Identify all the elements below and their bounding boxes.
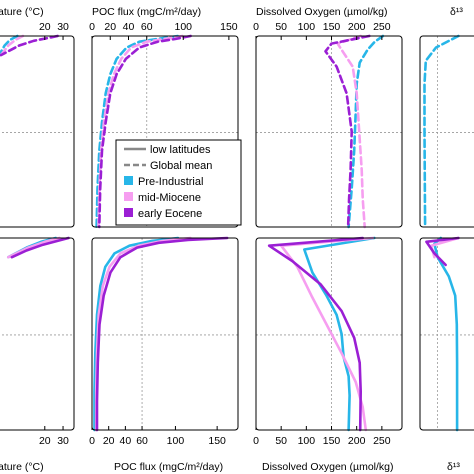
tick-label-poc-bottom-20: 20 [103, 435, 115, 447]
d13c-axis-title-bottom: δ¹³ [447, 461, 460, 473]
series-line-oxygen-bottom-pre-industrial [303, 236, 376, 432]
legend-label-pre-industrial: Pre-Industrial [138, 176, 203, 188]
oxygen-axis-title-top: Dissolved Oxygen (µmol/kg) [256, 6, 388, 18]
panel-poc-bottom: 0 20 40 60 100 150 [89, 236, 239, 447]
series-line-temp-bottom-mid-miocene [7, 236, 61, 259]
panel-frame-oxygen-top [255, 35, 403, 228]
tick-label-poc-bottom-60: 60 [136, 435, 148, 447]
tick-label-oxygen-top-50: 50 [275, 21, 287, 33]
panel-frame-oxygen-bottom [255, 237, 403, 431]
panel-frame-poc-top [91, 35, 239, 228]
legend-swatch-early-eocene [124, 208, 133, 217]
panel-oxygen-bottom: 0 50 100 150 200 250 [253, 236, 403, 447]
panel-frame-d13c-top [419, 35, 474, 228]
tick-label-oxygen-bottom-100: 100 [298, 435, 316, 447]
series-line-oxygen-top-pre-industrial [347, 34, 385, 229]
d13c-axis-title-top: δ¹³ [450, 6, 463, 18]
tick-label-poc-top-60: 60 [141, 21, 153, 33]
tick-label-poc-bottom-0: 0 [89, 435, 95, 447]
temp-axis-title-top: ature (°C) [0, 6, 44, 18]
tick-label-temp-bottom-30: 30 [57, 435, 69, 447]
panel-frame-poc-bottom [91, 237, 239, 431]
legend-swatch-mid-miocene [124, 192, 133, 201]
oxygen-axis-title-bottom: Dissolved Oxygen (µmol/kg) [262, 461, 394, 473]
series-line-oxygen-bottom-mid-miocene [279, 236, 375, 432]
tick-label-oxygen-bottom-150: 150 [323, 435, 341, 447]
legend-swatch-pre-industrial [124, 176, 133, 185]
panel-d13c-bottom [419, 236, 474, 432]
series-line-oxygen-bottom-early-eocene [267, 236, 364, 432]
tick-label-oxygen-top-100: 100 [298, 21, 316, 33]
series-line-temp-top-mid-miocene [0, 34, 25, 57]
series-line-poc-bottom-early-eocene [95, 236, 229, 432]
panel-frame-temp-top [0, 35, 75, 228]
tick-label-poc-bottom-40: 40 [120, 435, 132, 447]
panel-temp-bottom: 20 30 [0, 236, 75, 447]
tick-label-oxygen-bottom-250: 250 [373, 435, 391, 447]
tick-label-temp-bottom-20: 20 [39, 435, 51, 447]
tick-label-oxygen-top-150: 150 [323, 21, 341, 33]
tick-label-poc-top-0: 0 [89, 21, 95, 33]
series-line-temp-top-early-eocene [0, 34, 59, 57]
tick-label-poc-top-100: 100 [174, 21, 192, 33]
tick-label-poc-top-20: 20 [104, 21, 116, 33]
legend-box [115, 139, 242, 226]
tick-label-poc-top-150: 150 [220, 21, 238, 33]
tick-label-oxygen-bottom-0: 0 [253, 435, 259, 447]
panel-oxygen-top: 0 50 100 150 200 250 [253, 21, 403, 229]
series-line-temp-bottom-early-eocene [10, 236, 70, 259]
series-line-oxygen-top-mid-miocene [336, 34, 366, 229]
tick-label-poc-top-40: 40 [123, 21, 135, 33]
series-line-poc-top-pre-industrial [95, 34, 180, 229]
tick-label-oxygen-top-200: 200 [348, 21, 366, 33]
legend-label-early-eocene: early Eocene [138, 208, 202, 220]
series-line-poc-bottom-mid-miocene [94, 236, 192, 432]
tick-label-oxygen-top-250: 250 [373, 21, 391, 33]
temp-axis-title-bottom: ature (°C) [0, 461, 44, 473]
legend-label-global-mean: Global mean [150, 160, 212, 172]
tick-label-poc-bottom-150: 150 [208, 435, 226, 447]
tick-label-oxygen-bottom-200: 200 [348, 435, 366, 447]
series-line-oxygen-top-early-eocene [324, 34, 371, 229]
tick-label-poc-bottom-100: 100 [167, 435, 185, 447]
panel-temp-top: 20 30 [0, 21, 75, 228]
tick-label-oxygen-bottom-50: 50 [275, 435, 287, 447]
legend-label-low-latitudes: low latitudes [150, 144, 211, 156]
panel-poc-top: 0 20 40 60 100 150 [89, 21, 239, 229]
series-line-d13c-bottom-early-eocene [425, 236, 460, 267]
series-line-d13c-top-pre-industrial [423, 34, 460, 229]
series-line-d13c-bottom-pre-industrial [433, 236, 459, 432]
series-line-temp-top-pre-industrial [0, 34, 19, 57]
tick-label-temp-top-20: 20 [39, 21, 51, 33]
tick-label-temp-top-30: 30 [57, 21, 69, 33]
poc-axis-title-bottom: POC flux (mgC/m²/day) [114, 461, 223, 473]
legend: low latitudes Global mean Pre-Industrial… [115, 139, 242, 226]
poc-axis-title-top: POC flux (mgC/m²/day) [92, 6, 201, 18]
series-line-poc-top-early-eocene [98, 34, 192, 229]
panel-d13c-top [419, 34, 474, 229]
tick-label-oxygen-top-0: 0 [253, 21, 259, 33]
series-line-poc-bottom-pre-industrial [93, 236, 180, 432]
legend-label-mid-miocene: mid-Miocene [138, 192, 201, 204]
panel-frame-temp-bottom [0, 237, 75, 431]
panel-frame-d13c-bottom [419, 237, 474, 431]
